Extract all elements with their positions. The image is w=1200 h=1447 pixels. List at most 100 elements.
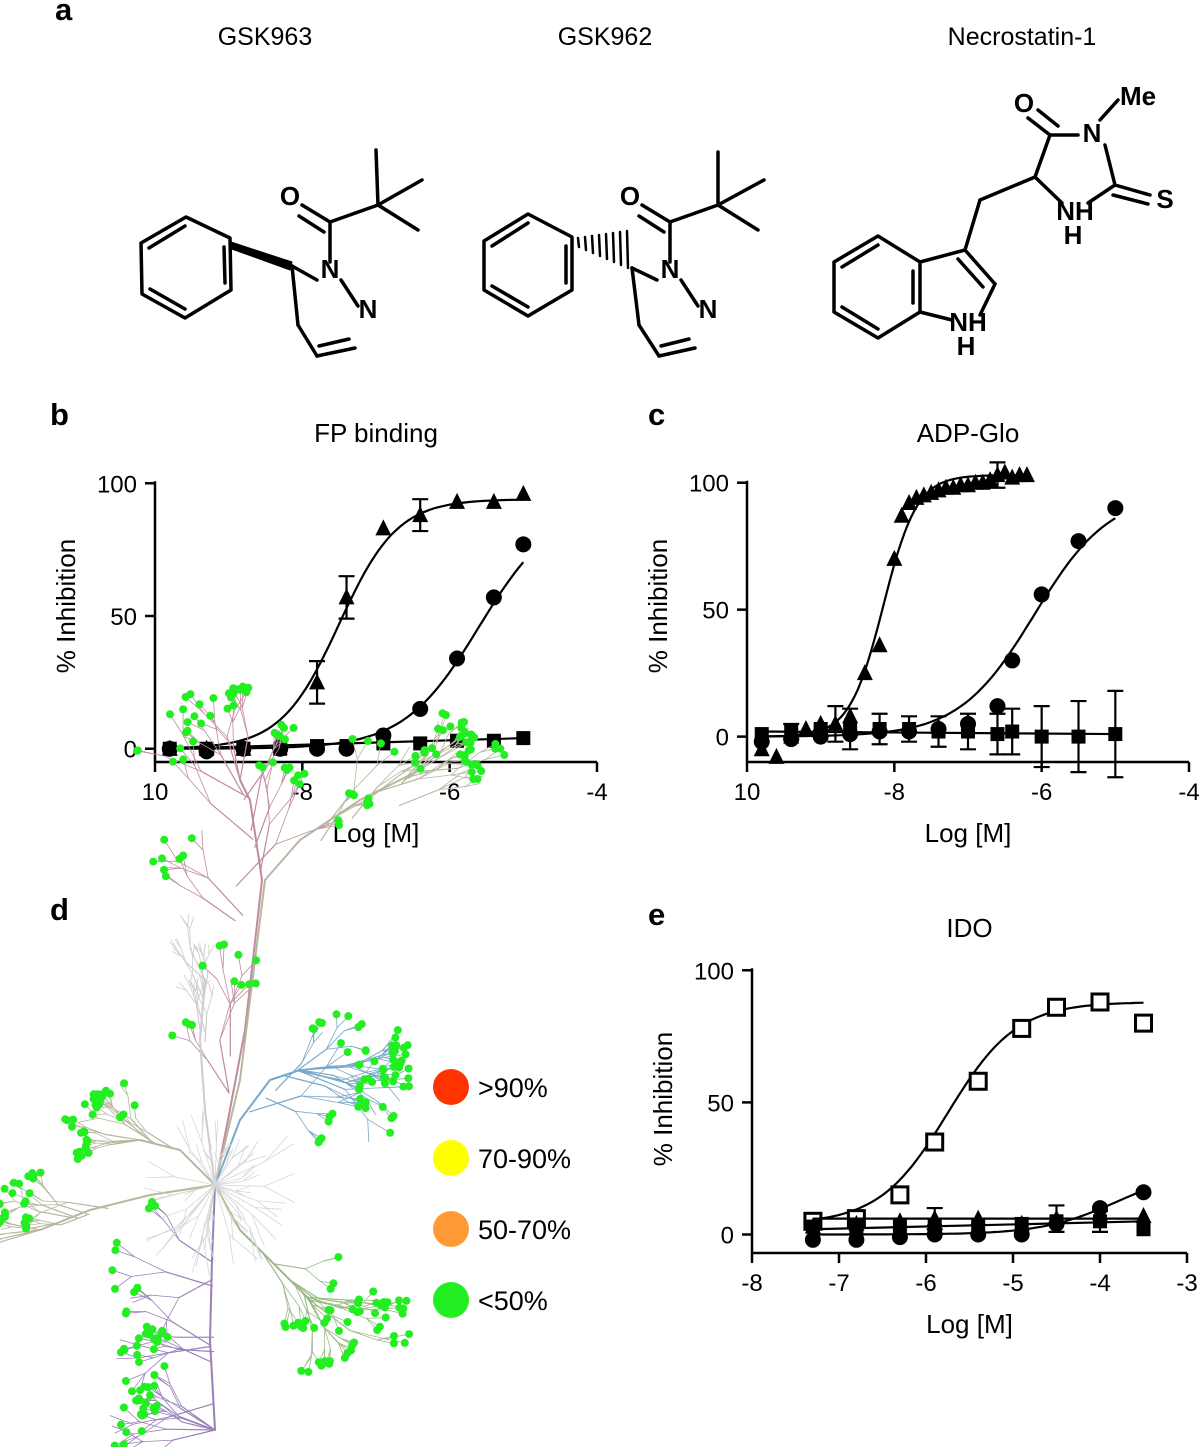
- data-point: [989, 698, 1006, 715]
- tree-branch: [275, 829, 316, 845]
- tree-branch: [188, 778, 211, 804]
- kinome-hit-dot: [138, 1411, 147, 1420]
- tree-branch: [349, 1330, 378, 1341]
- tree-branch: [184, 1189, 196, 1195]
- kinome-hit-markers: [0, 682, 509, 1447]
- legend-entry: <50%: [433, 1282, 548, 1318]
- kinome-hit-dot: [393, 1026, 402, 1035]
- x-tick-label: -8: [741, 1270, 762, 1297]
- atom-label: N: [699, 294, 718, 324]
- kinome-hit-dot: [160, 835, 169, 844]
- legend-entry: 70-90%: [433, 1140, 571, 1176]
- kinome-hit-dot: [69, 1115, 78, 1124]
- kinome-hit-dot: [166, 710, 174, 719]
- data-point: [848, 1231, 865, 1248]
- tree-branch: [190, 1115, 203, 1143]
- data-point: [1092, 1200, 1108, 1217]
- kinome-hit-dot: [491, 740, 500, 748]
- kinome-hit-dot: [334, 1253, 343, 1262]
- kinome-hit-dot: [391, 1033, 400, 1042]
- y-tick-label: 100: [689, 471, 729, 498]
- x-tick-label: -8: [884, 779, 905, 806]
- data-point: [1107, 500, 1124, 517]
- tree-branch: [182, 734, 202, 772]
- kinome-hit-dot: [399, 1043, 408, 1052]
- tree-branch: [314, 824, 340, 830]
- molecule-name-gsk963: GSK963: [218, 23, 313, 51]
- tree-branch: [158, 1378, 171, 1387]
- kinome-hit-dot: [176, 744, 185, 753]
- fit-curve: [761, 474, 1027, 738]
- tree-branch: [244, 1140, 259, 1163]
- tree-branch: [95, 1132, 114, 1142]
- data-point: [412, 506, 429, 523]
- tree-branch: [171, 1321, 211, 1346]
- kinome-hit-dot: [161, 872, 170, 881]
- tree-branch: [155, 1225, 183, 1256]
- kinome-hit-dot: [370, 1057, 379, 1066]
- tree-branch: [179, 982, 187, 991]
- tree-branch: [325, 1051, 349, 1068]
- tree-branch: [264, 767, 272, 782]
- kinome-hit-dot: [0, 1208, 9, 1217]
- tree-branch: [257, 1200, 278, 1218]
- kinome-hit-dot: [379, 1065, 388, 1074]
- data-point: [843, 721, 858, 736]
- kinome-hit-dot: [117, 1420, 125, 1429]
- tree-branch: [0, 1229, 41, 1240]
- kinome-hit-dot: [289, 1321, 298, 1330]
- kinome-hit-dot: [500, 751, 509, 759]
- kinome-hit-dot: [446, 722, 455, 731]
- kinome-hit-dot: [133, 1350, 142, 1359]
- tree-branch: [214, 1121, 217, 1145]
- kinome-hit-dot: [389, 1055, 397, 1064]
- fit-curve: [761, 517, 1116, 738]
- kinome-hit-dot: [150, 1371, 159, 1379]
- x-tick-label: -6: [1031, 779, 1052, 806]
- data-point: [1136, 1222, 1151, 1237]
- tree-branch: [127, 1095, 132, 1120]
- tree-branch: [417, 762, 444, 780]
- tree-branch: [203, 729, 222, 756]
- tree-branch: [344, 1065, 370, 1075]
- legend-label: >90%: [478, 1073, 548, 1103]
- tree-branch: [197, 944, 203, 956]
- kinome-hit-dot: [368, 1077, 377, 1086]
- tree-branch: [336, 801, 346, 817]
- tree-branch: [199, 975, 203, 988]
- tree-branch: [232, 721, 234, 748]
- tree-branch: [214, 1143, 217, 1186]
- kinome-hit-dot: [318, 1019, 326, 1027]
- data-point: [849, 1219, 864, 1234]
- tree-branch: [150, 1294, 180, 1298]
- x-tick-label: 10: [142, 779, 169, 806]
- y-axis-label: % Inhibition: [643, 539, 673, 673]
- kinome-hit-dot: [236, 685, 245, 694]
- legend-label: <50%: [478, 1286, 548, 1316]
- tree-branch: [288, 780, 295, 808]
- kinome-hit-dot: [375, 1322, 384, 1331]
- kinome-hit-dot: [354, 1298, 362, 1307]
- tree-branch: [145, 1311, 173, 1323]
- tree-branch: [202, 897, 236, 922]
- tree-branch: [249, 1095, 302, 1113]
- data-point: [871, 636, 888, 653]
- tree-branch: [214, 1184, 258, 1202]
- kinome-hit-dot: [73, 1155, 82, 1163]
- tree-branch: [263, 1185, 295, 1203]
- kinome-hit-dot: [227, 693, 235, 702]
- tree-branch: [39, 1201, 69, 1214]
- tree-branch: [244, 1155, 267, 1163]
- data-point: [1134, 1013, 1153, 1033]
- tree-branch: [269, 796, 293, 825]
- tree-branch: [264, 1143, 294, 1162]
- tree-branch: [294, 1283, 307, 1312]
- atom-label: Me: [1120, 81, 1156, 111]
- tree-branch: [254, 1207, 282, 1226]
- tree-branch: [37, 1210, 72, 1219]
- kinome-hit-dot: [136, 1396, 144, 1405]
- kinome-hit-dot: [268, 758, 277, 767]
- tree-branch: [353, 758, 358, 790]
- x-tick-label: -6: [915, 1270, 936, 1297]
